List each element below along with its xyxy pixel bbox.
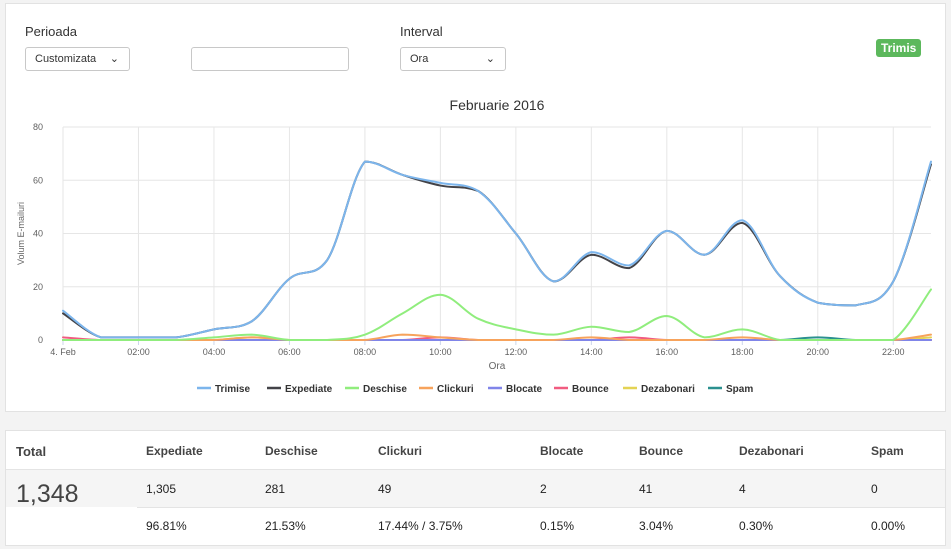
stat-header-expediate: Expediate [146, 444, 203, 458]
y-axis-label: Volum E-mailuri [16, 202, 26, 265]
legend-item-spam: Spam [726, 384, 753, 395]
chevron-down-icon: ⌄ [109, 53, 119, 65]
y-tick-label: 80 [33, 122, 43, 132]
y-tick-label: 20 [33, 282, 43, 292]
divider [6, 469, 945, 470]
x-axis-label: Ora [489, 361, 506, 372]
x-tick-label: 08:00 [354, 347, 377, 357]
x-tick-label: 12:00 [505, 347, 528, 357]
y-tick-label: 40 [33, 229, 43, 239]
chart-title: Februarie 2016 [450, 97, 545, 113]
stats-panel: Total 1,348 Expediate 1,305 96.81% Deschise… [5, 430, 946, 546]
chart-panel: Perioada Customizata ⌄ Interval Ora ⌄ Tr… [5, 3, 946, 412]
legend-item-bounce: Bounce [572, 384, 609, 395]
stat-count-dezabonari: 4 [739, 482, 746, 496]
stat-header-blocate: Blocate [540, 444, 584, 458]
series-line-expediate [62, 160, 932, 339]
stat-percent-clickuri: 17.44% / 3.75% [378, 519, 463, 533]
stat-count-expediate: 1,305 [146, 482, 177, 496]
chevron-down-icon: ⌄ [485, 53, 495, 65]
total-value: 1,348 [16, 480, 79, 508]
stat-count-blocate: 2 [540, 482, 547, 496]
stat-header-bounce: Bounce [639, 444, 684, 458]
x-tick-label: 14:00 [580, 347, 603, 357]
x-tick-label: 22:00 [882, 347, 905, 357]
stat-percent-dezabonari: 0.30% [739, 519, 774, 533]
stat-header-deschise: Deschise [265, 444, 318, 458]
stats-row-counts [6, 469, 945, 507]
total-label: Total [16, 444, 47, 459]
series-line-deschise [62, 288, 932, 341]
x-tick-label: 10:00 [429, 347, 452, 357]
divider [137, 507, 945, 508]
x-tick-label: 04:00 [203, 347, 226, 357]
date-range-input[interactable] [191, 47, 349, 71]
stat-header-clickuri: Clickuri [378, 444, 423, 458]
period-select-value: Customizata [35, 53, 97, 65]
status-badge: Trimis [876, 39, 922, 57]
interval-label: Interval [400, 24, 443, 39]
y-tick-label: 60 [33, 175, 43, 185]
x-tick-label: 16:00 [656, 347, 679, 357]
x-tick-label: 02:00 [127, 347, 150, 357]
y-tick-label: 0 [38, 335, 43, 345]
legend-item-expediate: Expediate [285, 384, 333, 395]
stat-header-spam: Spam [871, 444, 904, 458]
x-tick-label: 4. Feb [50, 347, 76, 357]
legend-item-clickuri: Clickuri [437, 384, 474, 395]
stat-count-clickuri: 49 [378, 482, 392, 496]
legend-item-trimise: Trimise [215, 384, 250, 395]
period-label: Perioada [25, 24, 78, 39]
period-select[interactable]: Customizata ⌄ [25, 47, 130, 71]
line-chart: 0 20 40 60 80 4. Feb 02:00 04:00 06:00 08:00 10:00… [16, 97, 932, 395]
stat-percent-deschise: 21.53% [265, 519, 306, 533]
stat-percent-expediate: 96.81% [146, 519, 187, 533]
stat-count-deschise: 281 [265, 482, 286, 496]
interval-select-value: Ora [410, 53, 429, 65]
x-tick-label: 06:00 [278, 347, 301, 357]
x-tick-label: 20:00 [807, 347, 830, 357]
legend-item-dezabonari: Dezabonari [641, 384, 695, 395]
stat-percent-blocate: 0.15% [540, 519, 575, 533]
stat-count-bounce: 41 [639, 482, 653, 496]
stat-header-dezabonari: Dezabonari [739, 444, 804, 458]
stat-percent-bounce: 3.04% [639, 519, 674, 533]
series-line-trimise [62, 160, 932, 339]
stat-count-spam: 0 [871, 482, 878, 496]
interval-select[interactable]: Ora ⌄ [400, 47, 506, 71]
legend-item-deschise: Deschise [363, 384, 407, 395]
legend-item-blocate: Blocate [506, 384, 543, 395]
stat-percent-spam: 0.00% [871, 519, 906, 533]
x-tick-label: 18:00 [731, 347, 754, 357]
